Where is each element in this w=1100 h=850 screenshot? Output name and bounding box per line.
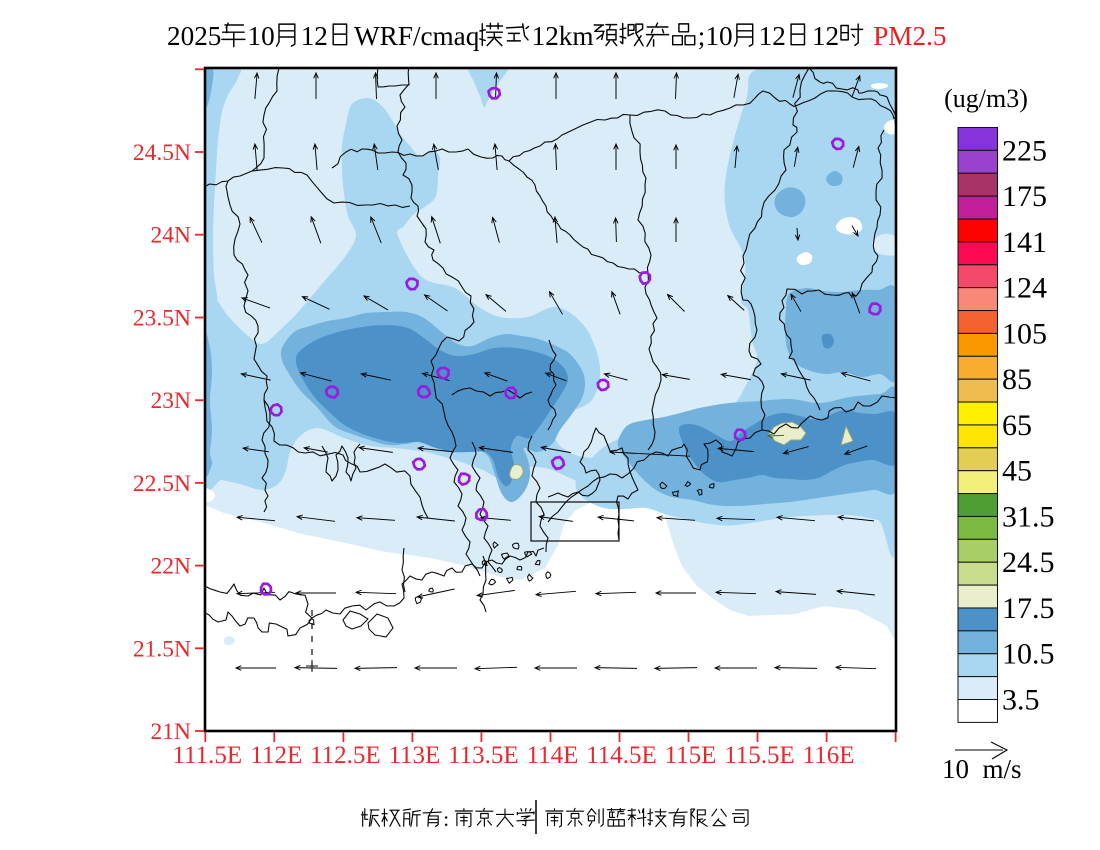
- svg-text:112.5E: 112.5E: [310, 742, 381, 769]
- svg-text:114.5E: 114.5E: [586, 742, 657, 769]
- svg-text:10.5: 10.5: [1002, 638, 1055, 671]
- svg-text:22.5N: 22.5N: [133, 471, 191, 497]
- svg-text:141: 141: [1002, 226, 1047, 259]
- svg-text:113.5E: 113.5E: [448, 742, 519, 769]
- svg-text:PM2.5: PM2.5: [873, 21, 946, 51]
- svg-text:115E: 115E: [665, 742, 717, 769]
- svg-text:3.5: 3.5: [1002, 684, 1040, 717]
- svg-text:105: 105: [1002, 317, 1047, 350]
- svg-text:21.5N: 21.5N: [133, 636, 191, 662]
- svg-text:22N: 22N: [151, 554, 192, 580]
- svg-text:31.5: 31.5: [1002, 501, 1055, 534]
- svg-text:12: 12: [301, 21, 328, 51]
- svg-text::: :: [443, 807, 449, 831]
- svg-text:45: 45: [1002, 455, 1032, 488]
- svg-text:85: 85: [1002, 363, 1032, 396]
- svg-text:113E: 113E: [388, 742, 440, 769]
- svg-text:112E: 112E: [250, 742, 302, 769]
- svg-text:17.5: 17.5: [1002, 592, 1055, 625]
- svg-text:23N: 23N: [151, 388, 192, 414]
- svg-text:(ug/m3): (ug/m3): [944, 84, 1028, 113]
- svg-text:23.5N: 23.5N: [133, 306, 191, 332]
- svg-text:12km: 12km: [532, 21, 594, 51]
- svg-text:24N: 24N: [151, 223, 192, 249]
- svg-text:115.5E: 115.5E: [724, 742, 795, 769]
- svg-text:116E: 116E: [803, 742, 855, 769]
- svg-text:114E: 114E: [527, 742, 579, 769]
- svg-text:175: 175: [1002, 180, 1047, 213]
- svg-text:12: 12: [812, 21, 839, 51]
- svg-text:24.5: 24.5: [1002, 546, 1055, 579]
- svg-text:10: 10: [248, 21, 275, 51]
- svg-text:WRF/cmaq: WRF/cmaq: [354, 21, 480, 51]
- svg-text:2025: 2025: [167, 21, 221, 51]
- svg-text:24.5N: 24.5N: [133, 140, 191, 166]
- svg-text:124: 124: [1002, 272, 1047, 305]
- svg-text:111.5E: 111.5E: [172, 742, 242, 769]
- svg-text:225: 225: [1002, 134, 1047, 167]
- svg-text:21N: 21N: [151, 719, 192, 745]
- svg-text:65: 65: [1002, 409, 1032, 442]
- svg-text:;10: ;10: [698, 21, 733, 51]
- svg-text:12: 12: [759, 21, 786, 51]
- svg-text:10 m/s: 10 m/s: [942, 754, 1022, 784]
